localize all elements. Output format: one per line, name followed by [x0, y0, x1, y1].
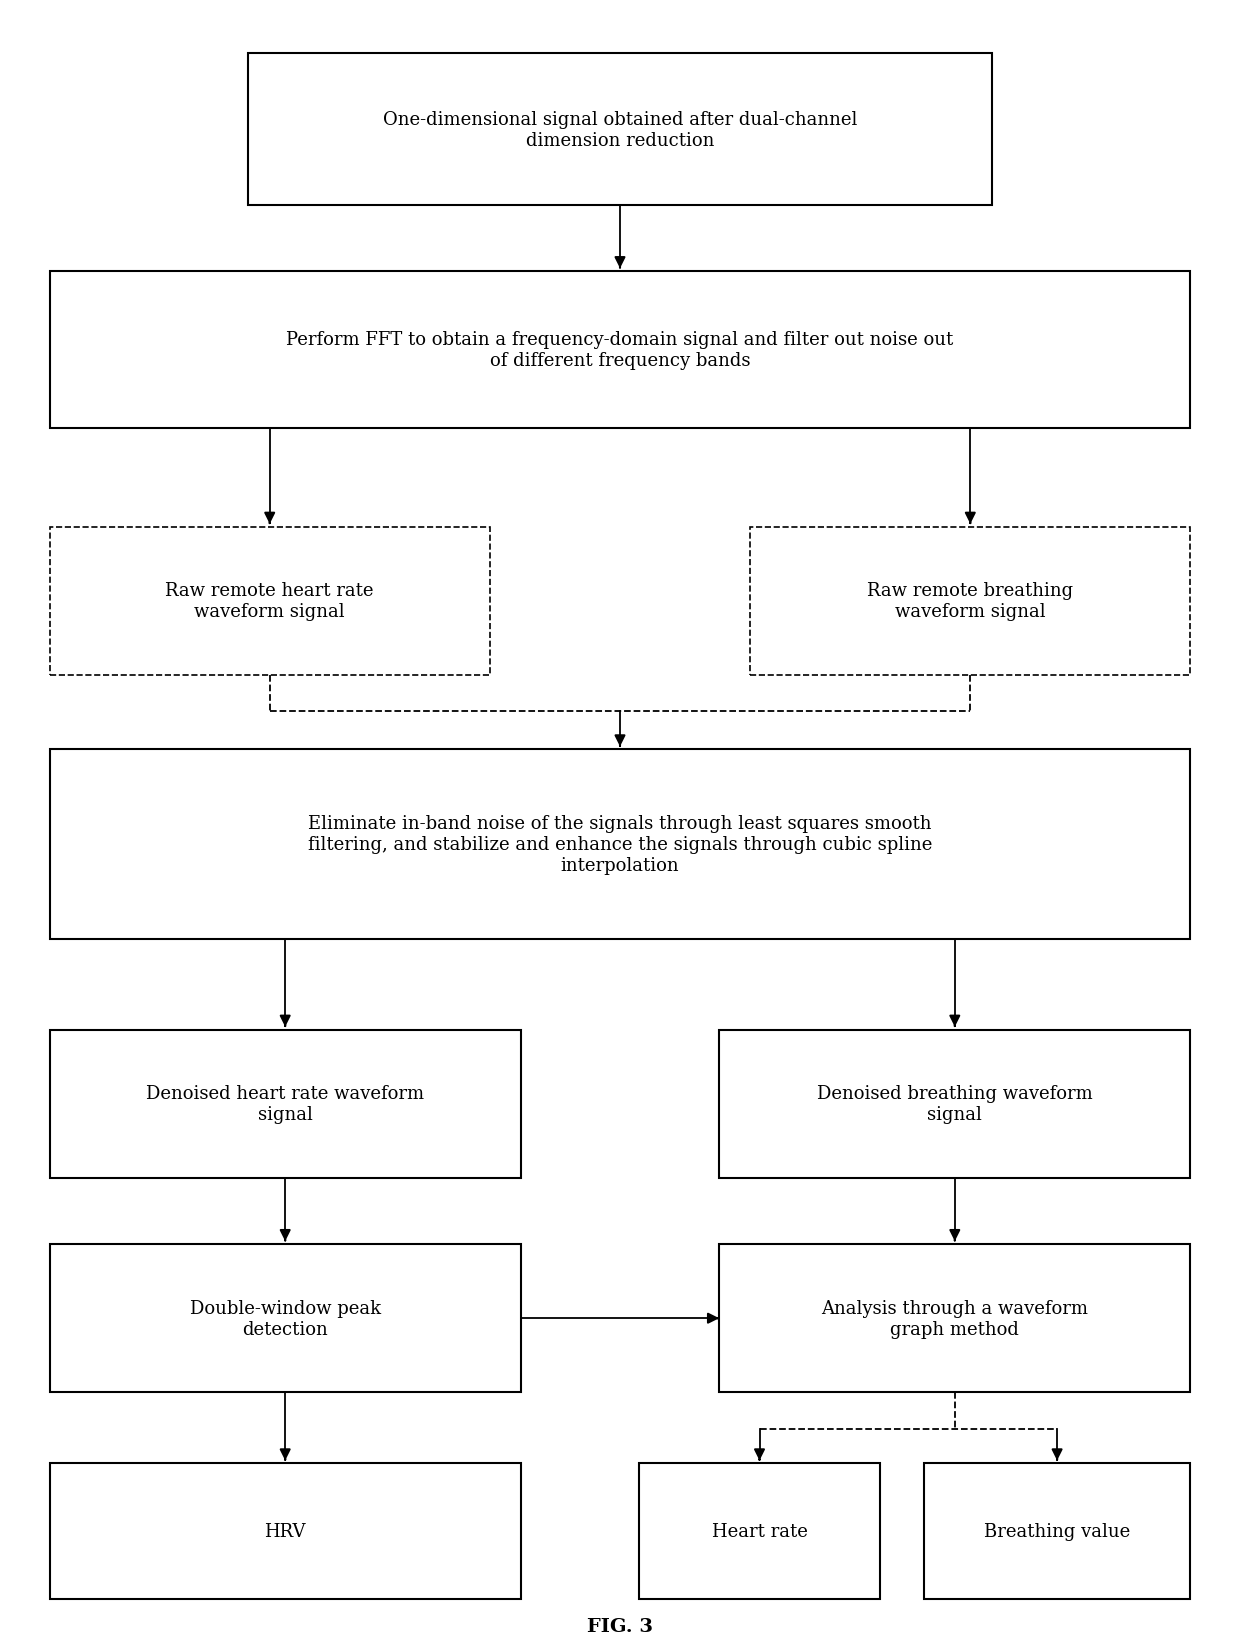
- Text: Perform FFT to obtain a frequency-domain signal and filter out noise out
of diff: Perform FFT to obtain a frequency-domain…: [286, 331, 954, 369]
- FancyBboxPatch shape: [719, 1030, 1190, 1178]
- Text: Raw remote heart rate
waveform signal: Raw remote heart rate waveform signal: [165, 582, 374, 621]
- Text: Raw remote breathing
waveform signal: Raw remote breathing waveform signal: [867, 582, 1074, 621]
- FancyBboxPatch shape: [924, 1463, 1190, 1599]
- FancyBboxPatch shape: [50, 1244, 521, 1393]
- FancyBboxPatch shape: [639, 1463, 880, 1599]
- Text: Denoised heart rate waveform
signal: Denoised heart rate waveform signal: [146, 1084, 424, 1124]
- Text: Breathing value: Breathing value: [985, 1523, 1130, 1539]
- FancyBboxPatch shape: [50, 1463, 521, 1599]
- FancyBboxPatch shape: [248, 54, 992, 206]
- Text: Double-window peak
detection: Double-window peak detection: [190, 1299, 381, 1338]
- Text: Heart rate: Heart rate: [712, 1523, 807, 1539]
- Text: FIG. 3: FIG. 3: [587, 1617, 653, 1635]
- Text: Denoised breathing waveform
signal: Denoised breathing waveform signal: [817, 1084, 1092, 1124]
- Text: HRV: HRV: [264, 1523, 306, 1539]
- Text: Eliminate in-band noise of the signals through least squares smooth
filtering, a: Eliminate in-band noise of the signals t…: [308, 814, 932, 875]
- FancyBboxPatch shape: [50, 750, 1190, 939]
- FancyBboxPatch shape: [50, 1030, 521, 1178]
- Text: One-dimensional signal obtained after dual-channel
dimension reduction: One-dimensional signal obtained after du…: [383, 110, 857, 150]
- Text: Analysis through a waveform
graph method: Analysis through a waveform graph method: [821, 1299, 1089, 1338]
- FancyBboxPatch shape: [750, 527, 1190, 676]
- FancyBboxPatch shape: [719, 1244, 1190, 1393]
- FancyBboxPatch shape: [50, 272, 1190, 428]
- FancyBboxPatch shape: [50, 527, 490, 676]
